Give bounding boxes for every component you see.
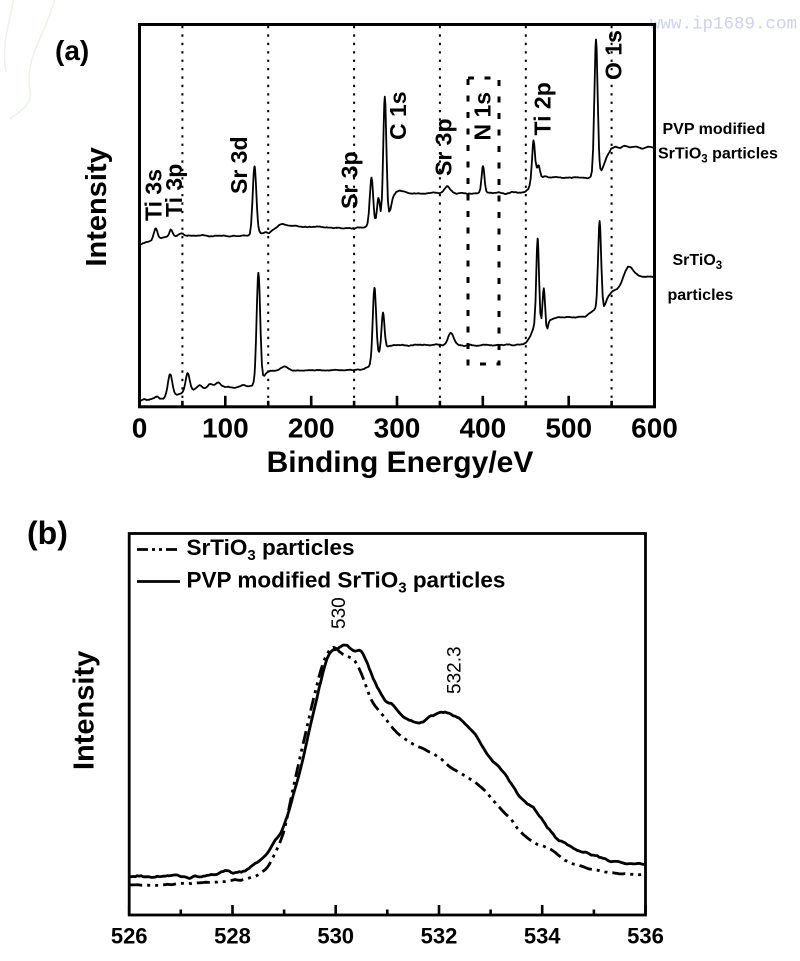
svg-text:PVP modified: PVP modified — [663, 121, 766, 138]
svg-text:SrTiO3: SrTiO3 — [673, 252, 723, 272]
svg-text:SrTiO3 particles: SrTiO3 particles — [187, 535, 355, 564]
svg-text:C 1s: C 1s — [385, 91, 411, 140]
svg-text:Intensity: Intensity — [81, 147, 113, 266]
svg-text:600: 600 — [631, 413, 678, 444]
svg-text:www.ip1689.com: www.ip1689.com — [650, 15, 797, 35]
svg-text:532.3: 532.3 — [445, 646, 466, 694]
svg-text:526: 526 — [111, 924, 148, 949]
svg-text:536: 536 — [627, 924, 664, 949]
svg-text:particles: particles — [668, 287, 734, 304]
svg-text:530: 530 — [329, 597, 350, 629]
svg-text:Sr 3d: Sr 3d — [226, 136, 252, 194]
svg-text:(a): (a) — [55, 35, 89, 66]
svg-text:400: 400 — [459, 413, 506, 444]
svg-text:528: 528 — [214, 924, 251, 949]
svg-text:Ti 3s: Ti 3s — [141, 169, 167, 221]
svg-text:Sr 3p: Sr 3p — [431, 118, 457, 176]
svg-text:Ti 3p: Ti 3p — [161, 164, 187, 217]
svg-text:Sr 3p: Sr 3p — [337, 151, 363, 209]
svg-text:Binding Energy/eV: Binding Energy/eV — [267, 446, 534, 479]
svg-text:PVP modified SrTiO3 particles: PVP modified SrTiO3 particles — [187, 568, 506, 597]
svg-text:300: 300 — [374, 413, 421, 444]
svg-text:534: 534 — [524, 924, 561, 949]
svg-text:100: 100 — [202, 413, 249, 444]
svg-text:O 1s: O 1s — [601, 30, 627, 80]
svg-text:500: 500 — [545, 413, 592, 444]
svg-text:Intensity: Intensity — [69, 651, 101, 770]
svg-text:532: 532 — [421, 924, 458, 949]
svg-text:530: 530 — [317, 924, 354, 949]
svg-text:(b): (b) — [27, 515, 68, 551]
svg-text:Ti 2p: Ti 2p — [530, 82, 556, 135]
svg-text:N 1s: N 1s — [470, 92, 496, 141]
svg-text:SrTiO3 particles: SrTiO3 particles — [658, 146, 778, 166]
svg-text:0: 0 — [132, 413, 148, 444]
svg-text:200: 200 — [288, 413, 335, 444]
